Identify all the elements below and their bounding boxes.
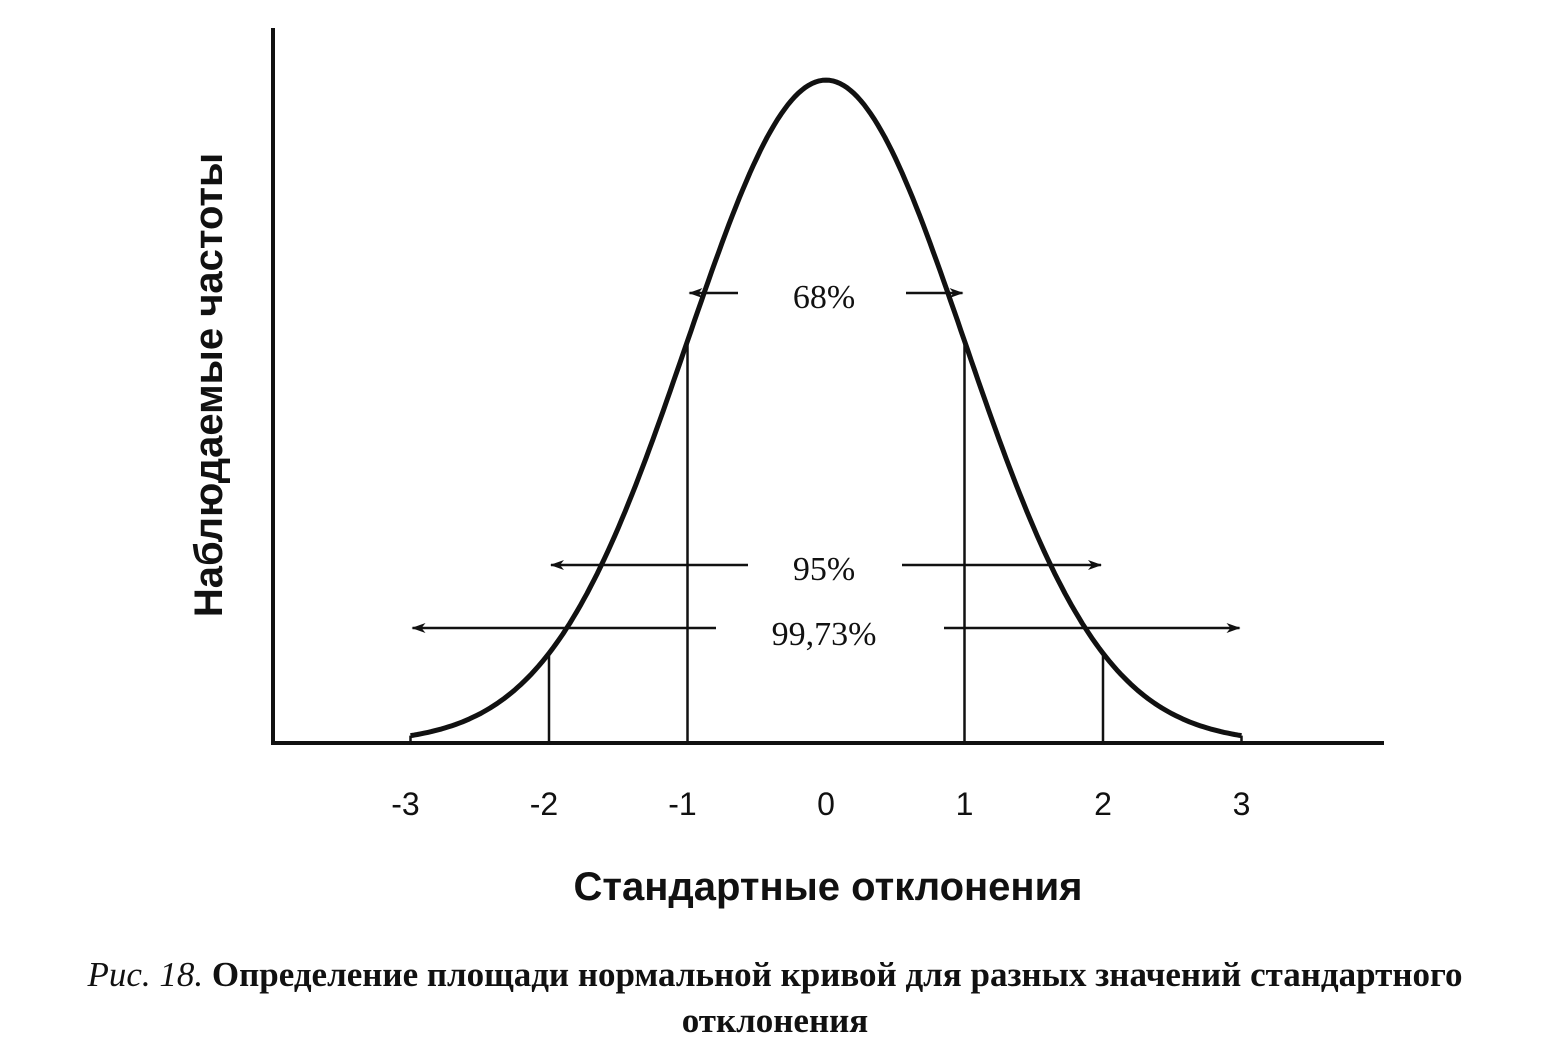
x-axis-label: Стандартные отклонения xyxy=(573,865,1082,909)
interval-percent-label: 68% xyxy=(793,279,855,316)
normal-curve-line xyxy=(410,77,1242,739)
x-tick-label: 1 xyxy=(956,786,974,822)
x-tick-label: 2 xyxy=(1094,786,1112,822)
interval-percent-label: 99,73% xyxy=(772,616,877,653)
y-axis-label: Наблюдаемые частоты xyxy=(187,153,231,617)
x-tick-label: -3 xyxy=(391,786,419,822)
x-tick-label: -1 xyxy=(668,786,696,822)
figure-caption: Рис. 18. Определение площади нормальной … xyxy=(0,952,1550,1044)
x-tick-label: 0 xyxy=(817,786,835,822)
normal-distribution-chart: 68% 95% 99,73% -3 -2 -1 0 1 2 3 Стандартные откл… xyxy=(187,28,1384,909)
figure-caption-text: Определение площади нормальной кривой дл… xyxy=(211,955,1463,1040)
x-tick-label: -2 xyxy=(530,786,558,822)
interval-percent-label: 95% xyxy=(793,551,855,588)
x-tick-label: 3 xyxy=(1233,786,1251,822)
figure-number: Рис. 18. xyxy=(87,955,204,994)
